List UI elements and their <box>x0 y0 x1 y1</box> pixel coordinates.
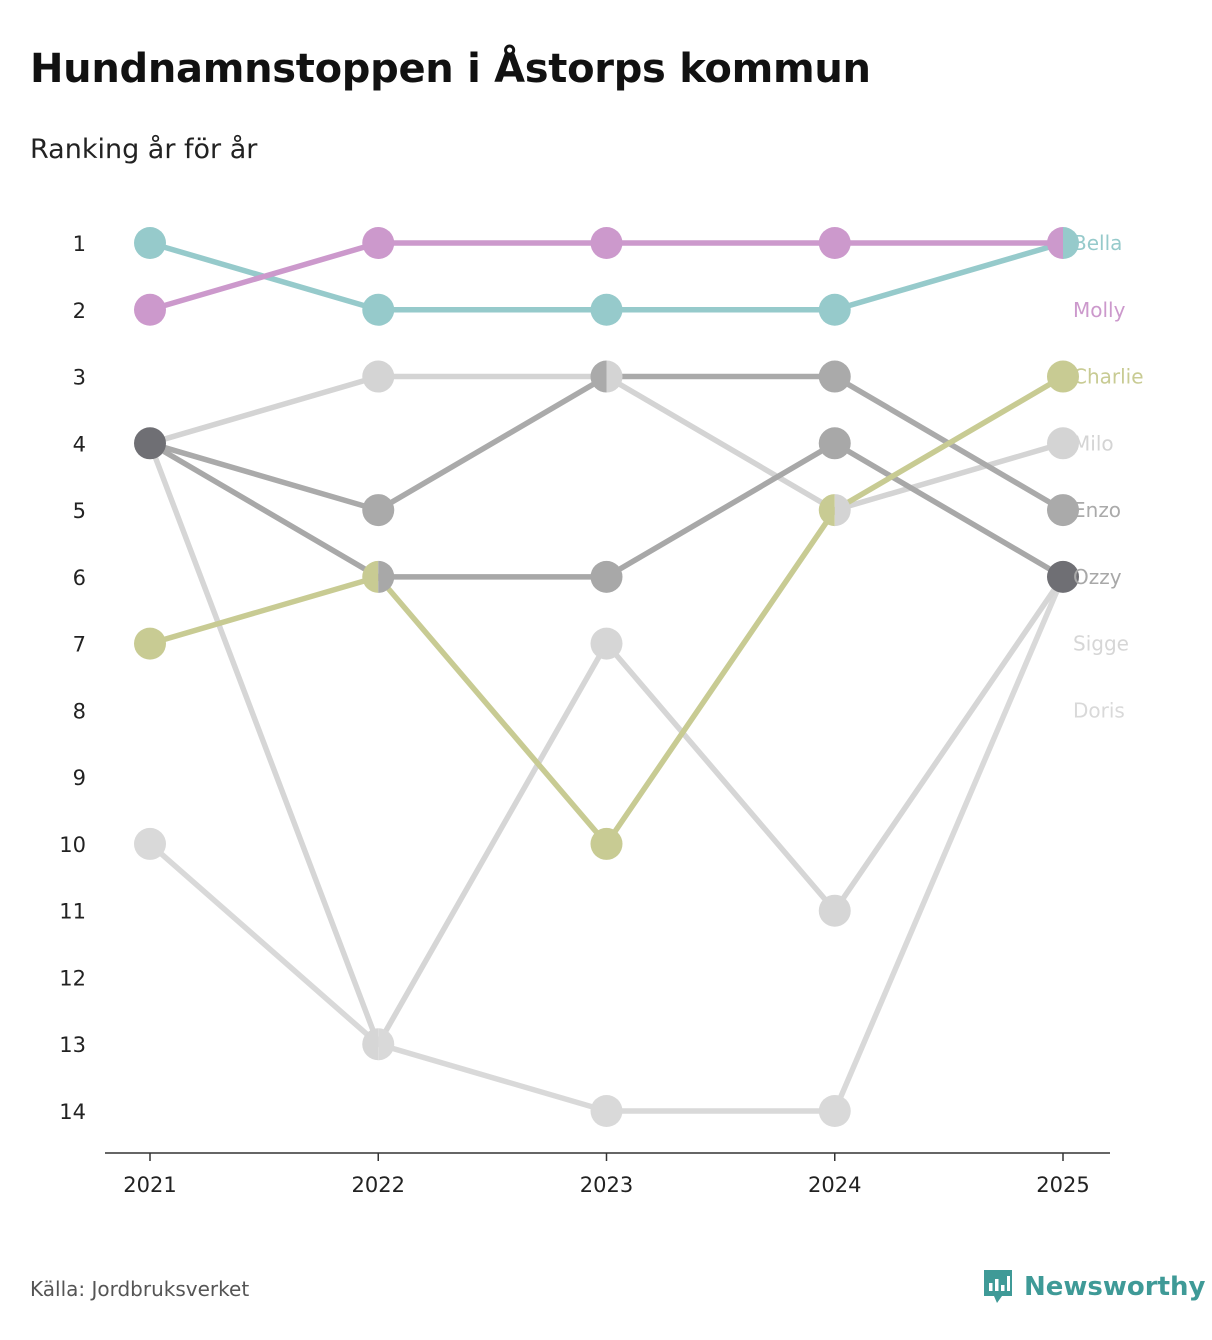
newsworthy-logo-icon <box>984 1270 1012 1303</box>
y-tick-label: 13 <box>59 1033 86 1057</box>
point-bella-2025 <box>1063 227 1079 259</box>
point-molly-2021 <box>134 293 166 326</box>
source-note: Källa: Jordbruksverket <box>30 1277 250 1301</box>
y-tick-label: 11 <box>59 900 86 924</box>
point-doris-2021 <box>134 827 166 860</box>
series-line-milo <box>147 373 1066 513</box>
brand[interactable]: Newsworthy <box>982 1268 1205 1306</box>
point-bella-2023 <box>590 293 623 326</box>
point-ozzy-2024 <box>818 427 851 460</box>
y-tick-label: 6 <box>73 566 86 590</box>
point-charlie-2023 <box>590 827 623 860</box>
series-label-bella: Bella <box>1073 231 1122 255</box>
point-molly-2022 <box>362 227 395 259</box>
y-tick-label: 7 <box>73 633 86 657</box>
point-charlie-2025 <box>1047 360 1079 393</box>
point-molly-2024 <box>818 227 851 259</box>
chart-title: Hundnamnstoppen i Åstorps kommun <box>30 46 871 92</box>
y-tick-label: 3 <box>73 366 86 390</box>
series-label-enzo: Enzo <box>1073 498 1121 522</box>
brand-name: Newsworthy <box>1024 1272 1206 1302</box>
point-doris-2023 <box>590 1095 623 1127</box>
point-charlie-2024 <box>818 494 835 527</box>
series-label-milo: Milo <box>1073 431 1114 455</box>
point-molly-2025 <box>1047 227 1063 259</box>
series-points <box>134 227 1079 1127</box>
point-milo-2025 <box>1047 427 1079 460</box>
point-milo-2024 <box>834 494 851 527</box>
x-tick-label: 2025 <box>1036 1173 1089 1197</box>
x-tick-label: 2023 <box>580 1173 633 1197</box>
y-tick-label: 4 <box>73 432 86 456</box>
y-tick-label: 14 <box>59 1100 86 1124</box>
point-molly-2023 <box>590 227 623 259</box>
series-line-ozzy <box>147 440 1066 580</box>
y-tick-label: 12 <box>59 966 86 990</box>
x-tick-label: 2024 <box>808 1173 861 1197</box>
x-axis: 2021 2022 2023 2024 2025 <box>105 1152 1110 1197</box>
x-tick-label: 2022 <box>352 1173 405 1197</box>
point-overlap-2021 <box>134 427 166 460</box>
point-sigge-2024 <box>818 894 851 927</box>
chart-subtitle: Ranking år för år <box>30 134 258 165</box>
series-labels: Bella Molly Charlie Milo Enzo Ozzy Sigge Doris <box>1073 231 1144 722</box>
series-line-enzo <box>147 373 1066 513</box>
series-label-doris: Doris <box>1073 698 1125 722</box>
point-enzo-2025 <box>1047 494 1079 527</box>
series-label-molly: Molly <box>1073 298 1126 322</box>
point-doris-2024 <box>818 1095 851 1127</box>
y-tick-label: 10 <box>59 833 86 857</box>
point-overlap-2025 <box>1047 560 1079 593</box>
point-charlie-2021 <box>134 627 166 660</box>
y-tick-label: 5 <box>73 499 86 523</box>
point-bella-2021 <box>134 227 166 259</box>
point-doris-2022 <box>378 1028 395 1061</box>
point-bella-2022 <box>362 293 395 326</box>
point-enzo-2022 <box>362 494 395 527</box>
point-ozzy-2022 <box>378 560 395 593</box>
point-milo-2022 <box>362 360 395 393</box>
point-sigge-2023 <box>590 627 623 660</box>
y-tick-label: 1 <box>73 232 86 256</box>
point-ozzy-2023 <box>590 560 623 593</box>
series-label-ozzy: Ozzy <box>1073 565 1122 589</box>
series-label-charlie: Charlie <box>1073 365 1144 389</box>
series-line-sigge <box>147 440 1066 1047</box>
point-milo-2023 <box>606 360 623 393</box>
point-sigge-2022 <box>362 1028 379 1061</box>
y-tick-label: 8 <box>73 699 86 723</box>
y-tick-label: 9 <box>73 766 86 790</box>
point-charlie-2022 <box>362 560 379 593</box>
x-tick-label: 2021 <box>123 1173 176 1197</box>
point-enzo-2023 <box>590 360 607 393</box>
y-tick-label: 2 <box>73 299 86 323</box>
point-enzo-2024 <box>818 360 851 393</box>
point-bella-2024 <box>818 293 851 326</box>
series-label-sigge: Sigge <box>1073 632 1129 656</box>
